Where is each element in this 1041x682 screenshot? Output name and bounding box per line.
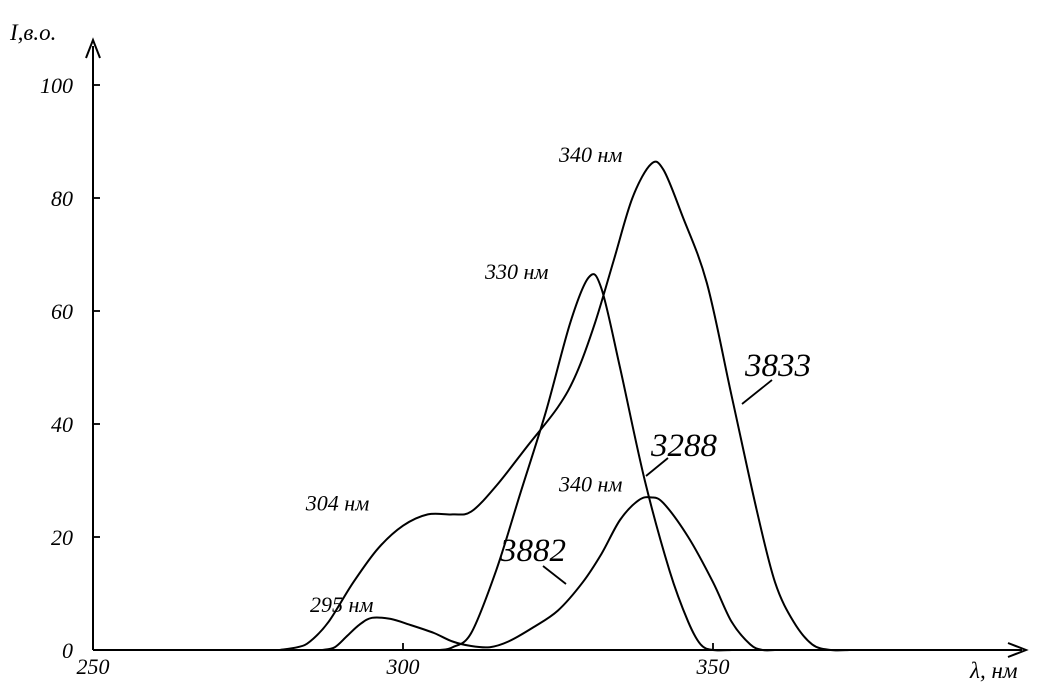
- y-tick-label-20: 20: [51, 525, 73, 550]
- peak-label-1: 330 нм: [484, 259, 548, 284]
- x-tick-label-300: 300: [386, 654, 420, 679]
- x-axis-title: λ, нм: [969, 658, 1018, 682]
- curves: [278, 160, 851, 652]
- leader-3833: [741, 379, 773, 405]
- series-curve-3833: [278, 160, 851, 652]
- x-tick-label-350: 350: [696, 654, 730, 679]
- ticks: 250 300 350 0 20 40 60 80 100: [40, 73, 730, 679]
- series-label-3833: 3833: [744, 348, 811, 384]
- y-tick-label-40: 40: [51, 412, 73, 437]
- series-curve-3882: [321, 496, 776, 652]
- y-tick-label-80: 80: [51, 186, 73, 211]
- y-tick-label-60: 60: [51, 299, 73, 324]
- peak-label-2: 340 нм: [558, 471, 622, 496]
- y-axis-arrow: [85, 37, 101, 59]
- series-label-3288: 3288: [650, 428, 718, 464]
- leader-3882: [542, 565, 567, 585]
- y-tick-label-100: 100: [40, 73, 73, 98]
- y-tick-label-0: 0: [62, 638, 73, 663]
- series-label-3882: 3882: [499, 533, 566, 569]
- x-tick-label-250: 250: [77, 654, 110, 679]
- leader-3288: [645, 457, 669, 477]
- series-curve-3288: [439, 273, 733, 652]
- peak-label-3: 304 нм: [305, 490, 369, 515]
- x-axis-arrow: [1007, 642, 1029, 658]
- peak-label-0: 340 нм: [558, 142, 622, 167]
- peak-annotations: 340 нм 330 нм 340 нм 304 нм 295 нм: [305, 142, 623, 617]
- y-axis-title: I,в.о.: [9, 20, 56, 45]
- peak-label-4: 295 нм: [310, 592, 373, 617]
